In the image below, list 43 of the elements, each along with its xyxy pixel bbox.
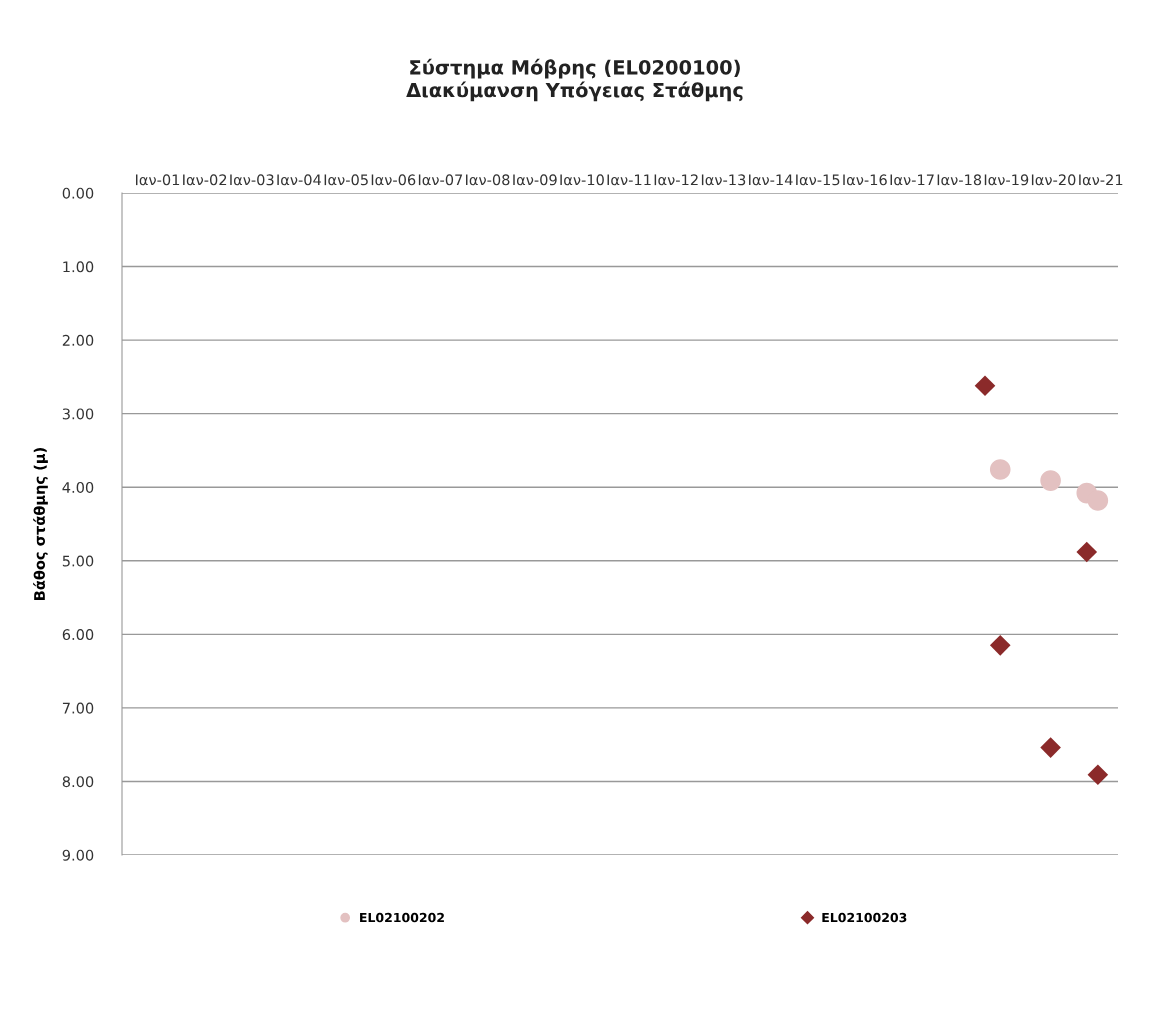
point — [989, 635, 1011, 656]
x-tick-label: Ιαν-20 — [1031, 174, 1076, 186]
x-tick-label: Ιαν-06 — [371, 174, 416, 186]
y-tick-label: 7.00 — [62, 702, 94, 714]
point — [989, 459, 1011, 480]
x-tick-label: Ιαν-03 — [230, 174, 274, 186]
legend-label: EL02100202 — [360, 912, 444, 923]
x-tick-label: Ιαν-10 — [560, 174, 604, 186]
x-tick-label: Ιαν-07 — [418, 174, 463, 186]
x-tick-label: Ιαν-04 — [277, 174, 322, 186]
y-tick-label: 0.00 — [62, 187, 94, 199]
x-tick-label: Ιαν-14 — [749, 174, 793, 186]
x-tick-label: Ιαν-13 — [701, 174, 746, 186]
x-tick-label: Ιαν-21 — [1079, 174, 1123, 186]
x-tick-label: Ιαν-09 — [513, 174, 557, 186]
x-tick-label: Ιαν-05 — [324, 174, 368, 186]
y-tick-label: 4.00 — [62, 481, 94, 493]
x-tick-label: Ιαν-11 — [607, 174, 651, 186]
x-tick-label: Ιαν-17 — [890, 174, 934, 186]
x-tick-label: Ιαν-18 — [937, 174, 982, 186]
point — [974, 375, 996, 397]
x-tick-label: Ιαν-16 — [843, 174, 887, 186]
x-tick-label: Ιαν-15 — [796, 174, 840, 186]
point — [1040, 470, 1061, 491]
x-tick-label: Ιαν-12 — [654, 174, 698, 186]
x-tick-label: Ιαν-01 — [136, 174, 180, 186]
y-tick-label: 5.00 — [62, 555, 94, 567]
y-tick-label: 1.00 — [63, 261, 94, 273]
legend-label: EL02100203 — [822, 912, 907, 923]
y-tick-label: 6.00 — [62, 629, 94, 641]
y-axis-title: Βάθος στάθμης (μ) — [33, 448, 48, 600]
y-tick-label: 3.00 — [62, 408, 94, 420]
chart-title: Σύστημα Μόβρης (EL0200100) Διακύμανση Υπόγειας Στάθμης — [406, 58, 743, 102]
x-tick-label: Ιαν-08 — [466, 174, 510, 186]
x-tick-label: Ιαν-02 — [183, 174, 227, 186]
y-tick-label: 9.00 — [62, 849, 94, 861]
point — [1040, 737, 1061, 758]
point — [1087, 490, 1109, 511]
point — [1076, 541, 1098, 563]
point — [1087, 764, 1109, 786]
y-tick-label: 2.00 — [62, 334, 94, 346]
y-tick-label: 8.00 — [62, 776, 94, 788]
x-tick-label: Ιαν-19 — [984, 174, 1029, 186]
